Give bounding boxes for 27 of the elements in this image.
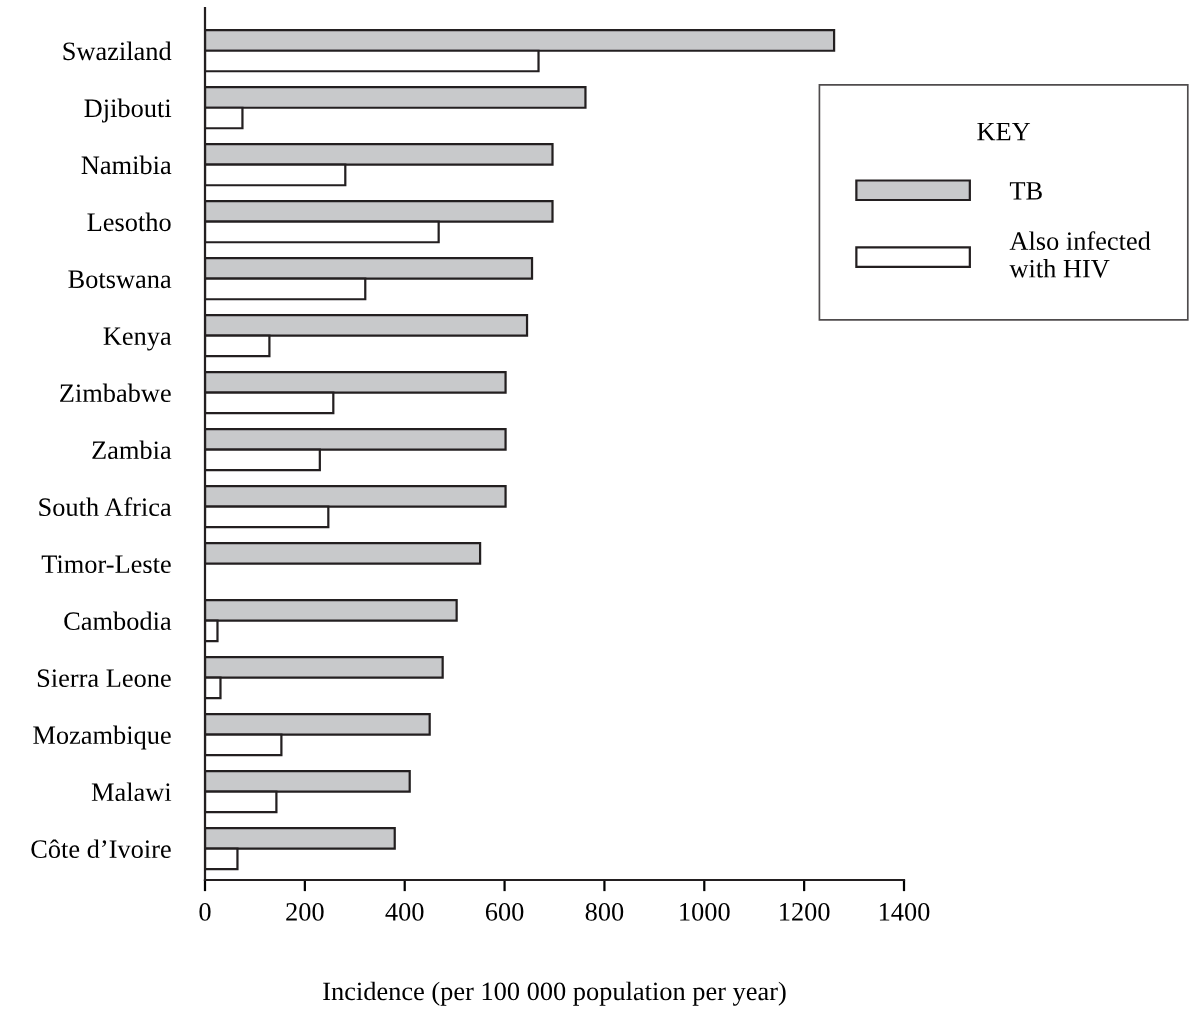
y-tick-label: Lesotho	[87, 212, 171, 232]
y-tick-label: Zimbabwe	[60, 383, 171, 403]
y-tick-label: Côte d’Ivoire	[31, 839, 171, 859]
y-tick-label: Kenya	[103, 327, 172, 351]
y-tick-label: Cambodia	[64, 611, 172, 631]
y-tick-label: Malawi	[91, 782, 172, 802]
y-tick-label: Botswana	[68, 270, 172, 289]
y-tick-label: Namibia	[81, 155, 172, 175]
y-tick-label: South Africa	[39, 497, 172, 517]
x-tick-label: 1000	[680, 902, 730, 921]
legend-label: Also infected with HIV	[1009, 231, 1151, 278]
x-tick-label: 1200	[780, 902, 830, 921]
x-tick-label: 600	[485, 902, 524, 921]
legend-title: KEY	[977, 122, 1031, 141]
y-tick-label: Swaziland	[63, 41, 172, 61]
x-axis-title: Incidence (per 100 000 population per year)	[323, 981, 786, 1006]
x-tick-label: 800	[585, 902, 624, 921]
y-tick-label: Djibouti	[84, 98, 172, 123]
x-tick-label: 200	[286, 902, 324, 921]
y-tick-label: Mozambique	[33, 725, 171, 750]
y-tick-label: Sierra Leone	[37, 669, 171, 688]
legend-label: TB	[1009, 182, 1042, 200]
x-tick-label: 0	[199, 902, 211, 921]
x-tick-label: 400	[385, 902, 424, 921]
x-tick-label: 1400	[879, 902, 930, 921]
y-tick-label: Timor-Leste	[41, 555, 171, 574]
y-tick-label: Zambia	[92, 440, 172, 460]
